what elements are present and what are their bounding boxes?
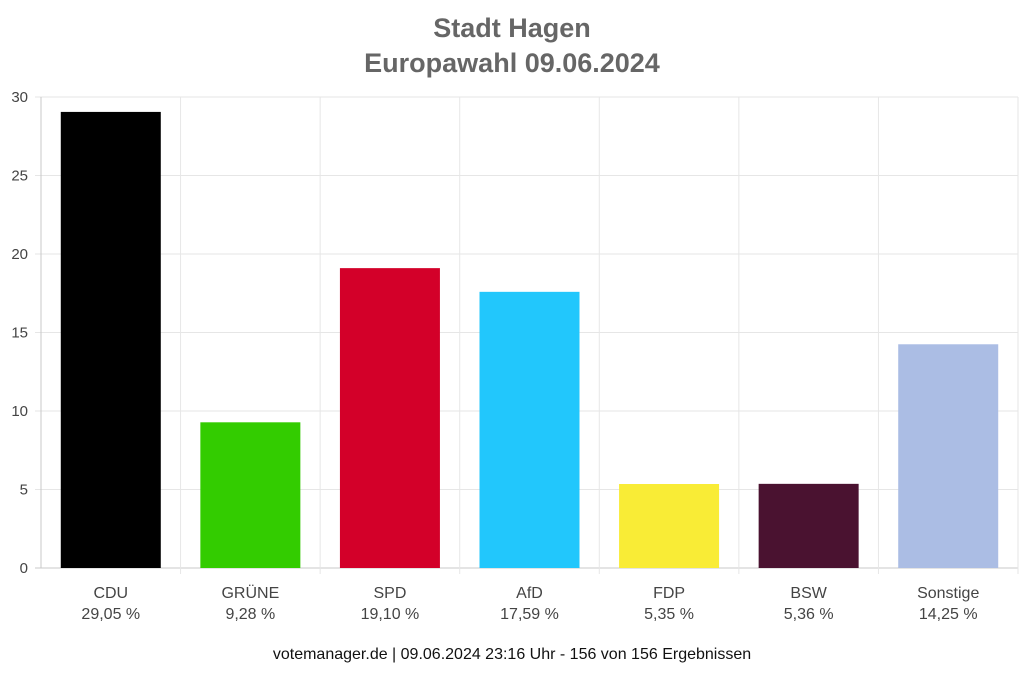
x-category-label: CDU bbox=[93, 585, 128, 602]
y-tick-label: 15 bbox=[11, 325, 28, 342]
y-tick-label: 10 bbox=[11, 403, 28, 420]
chart-title: Stadt Hagen bbox=[433, 13, 591, 43]
y-tick-label: 0 bbox=[20, 560, 28, 577]
y-tick-label: 25 bbox=[11, 168, 28, 185]
bar-fdp bbox=[619, 484, 720, 568]
x-category-label: GRÜNE bbox=[221, 584, 279, 602]
x-category-label: SPD bbox=[373, 585, 406, 602]
x-value-label: 9,28 % bbox=[225, 606, 275, 623]
x-category-label: AfD bbox=[516, 585, 543, 602]
x-category-label: Sonstige bbox=[917, 585, 979, 602]
bar-grne bbox=[200, 422, 301, 568]
chart-subtitle: Europawahl 09.06.2024 bbox=[364, 48, 660, 78]
bar-sonstige bbox=[898, 344, 999, 568]
source-footer: votemanager.de | 09.06.2024 23:16 Uhr - … bbox=[272, 646, 752, 663]
bar-bsw bbox=[758, 483, 859, 568]
y-tick-label: 5 bbox=[20, 482, 28, 499]
bar-afd bbox=[479, 291, 580, 568]
x-value-label: 5,35 % bbox=[644, 606, 694, 623]
x-value-label: 5,36 % bbox=[784, 606, 834, 623]
y-tick-label: 20 bbox=[11, 246, 28, 263]
x-value-label: 29,05 % bbox=[81, 606, 140, 623]
x-value-label: 17,59 % bbox=[500, 606, 559, 623]
x-value-label: 14,25 % bbox=[919, 606, 978, 623]
x-category-label: FDP bbox=[653, 585, 685, 602]
y-tick-label: 30 bbox=[11, 89, 28, 106]
bar-chart: 0 5 10 15 20 25 30 CDU 29,05 % GRÜNE 9,28 % SPD 19,1… bbox=[11, 89, 1019, 623]
bar-spd bbox=[339, 268, 440, 568]
x-category-label: BSW bbox=[790, 585, 827, 602]
bar-cdu bbox=[60, 111, 161, 568]
x-value-label: 19,10 % bbox=[361, 606, 420, 623]
